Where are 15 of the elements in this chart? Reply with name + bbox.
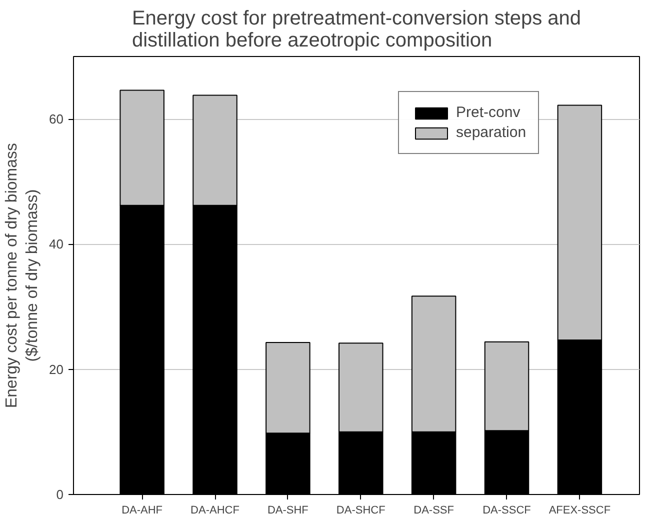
y-axis-title: Energy cost per tonne of dry biomass ($/tonne of dry biomass) <box>4 142 42 408</box>
y-tick-label: 0 <box>56 487 64 502</box>
x-tick-label: DA-SSCF <box>482 504 532 516</box>
x-tick-label: DA-SSF <box>414 504 454 516</box>
x-tick-label: DA-AHCF <box>190 504 240 516</box>
x-tick-label: DA-SHCF <box>336 504 386 516</box>
y-tick-label: 60 <box>49 112 64 127</box>
chart-title: Energy cost for pretreatment-conversion steps and distillation before azeotropic composition <box>132 8 582 52</box>
legend-label: separation <box>456 124 526 141</box>
x-tick-label: AFEX-SSCF <box>548 504 611 516</box>
x-tick-label: DA-SHF <box>267 504 309 516</box>
y-tick-label: 40 <box>49 236 64 252</box>
x-tick-label: DA-AHF <box>122 504 163 516</box>
y-tick-label: 20 <box>49 362 64 377</box>
legend-label: Pret-conv <box>456 104 520 121</box>
